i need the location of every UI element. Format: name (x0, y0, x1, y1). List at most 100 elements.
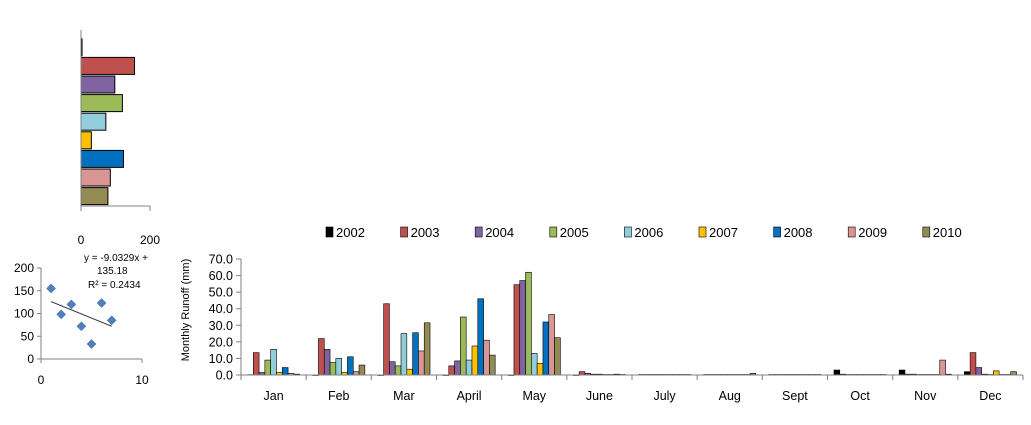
scatter-point (56, 309, 67, 320)
bar-2007-Dec (993, 370, 1000, 376)
hbar-2008 (80, 149, 124, 168)
legend-swatch-2008 (773, 226, 781, 238)
bar-2008-Feb (347, 356, 354, 376)
hbar-2007 (80, 131, 92, 150)
hbar-2006 (80, 112, 107, 131)
bar-2003-Feb (318, 338, 325, 376)
bar-2002-Oct (833, 369, 841, 376)
bar-2006-April (465, 359, 473, 376)
x-tick-label-April: April (457, 389, 482, 403)
bar-2003-May (513, 284, 521, 376)
x-tick-label-Aug: Aug (719, 389, 741, 403)
x-tick-label-Jan: Jan (264, 389, 284, 403)
hbar-2004 (80, 75, 116, 94)
main-y-tick-label: 0.0 (216, 369, 233, 383)
legend-swatch-2002 (325, 226, 334, 238)
main-y-tick-label: 30.0 (209, 319, 233, 333)
legend-label-2008: 2008 (784, 225, 813, 240)
bar-2007-Mar (406, 368, 413, 376)
hbar-x-tick-label: 0 (78, 233, 85, 247)
bar-2006-Jan (270, 349, 277, 376)
trendline-equation-line1: y = -9.0329x + (84, 253, 148, 264)
scatter-y-tick-label: 200 (14, 261, 34, 275)
x-tick-label-Nov: Nov (914, 389, 937, 403)
bar-2010-Mar (423, 322, 431, 376)
bar-2007-April (471, 345, 479, 376)
legend-label-2007: 2007 (709, 225, 738, 240)
bar-2006-Mar (400, 333, 408, 376)
bar-2002-Nov (898, 369, 906, 376)
legend-swatch-2004 (474, 226, 483, 238)
bar-2009-May (548, 314, 555, 376)
bar-2006-Feb (335, 358, 342, 376)
bar-2009-Mar (418, 350, 425, 376)
bar-2008-April (477, 298, 484, 376)
legend-label-2005: 2005 (560, 225, 589, 240)
legend-label-2006: 2006 (634, 225, 663, 240)
bar-2004-Feb (323, 349, 331, 376)
legend-label-2009: 2009 (858, 225, 887, 240)
x-tick-label-Dec: Dec (979, 389, 1001, 403)
bar-2009-April (483, 339, 490, 376)
bar-2008-May (542, 321, 550, 376)
bar-2006-May (531, 353, 538, 376)
legend-label-2010: 2010 (933, 225, 962, 240)
x-tick-label-Oct: Oct (850, 389, 870, 403)
bar-2004-April (454, 360, 461, 376)
bar-2005-May (525, 271, 532, 376)
x-tick-label-July: July (653, 389, 676, 403)
hbar-x-tick-label: 200 (140, 233, 160, 247)
scatter-trendline (50, 301, 112, 327)
scatter-point (106, 315, 117, 326)
scatter-point (66, 299, 77, 310)
hbar-2005 (80, 94, 123, 113)
bar-2010-Feb (358, 364, 366, 376)
bar-2008-Mar (412, 332, 419, 376)
bar-2008-Jan (281, 367, 289, 376)
main-y-tick-label: 10.0 (209, 352, 233, 366)
scatter-y-tick-label: 50 (21, 329, 35, 343)
main-y-tick-label: 40.0 (209, 302, 233, 316)
main-y-tick-label: 60.0 (209, 269, 233, 283)
bar-2005-Jan (264, 359, 271, 376)
hbar-2009 (80, 168, 111, 187)
bar-2003-Dec (969, 352, 977, 376)
main-y-tick-label: 50.0 (209, 286, 233, 300)
main-y-tick-label: 20.0 (209, 335, 233, 349)
bar-2003-April (448, 365, 455, 376)
scatter-x-tick-label: 0 (38, 373, 45, 387)
trendline-equation-line2: 135.18 (97, 266, 128, 277)
main-y-tick-label: 70.0 (209, 253, 233, 267)
hbar-2003 (80, 56, 135, 75)
legend-swatch-2009 (847, 226, 856, 238)
bar-2004-May (519, 280, 526, 376)
x-tick-label-June: June (586, 389, 613, 403)
bar-2004-Dec (975, 367, 983, 376)
scatter-y-tick-label: 100 (14, 307, 34, 321)
bar-2010-April (489, 354, 496, 376)
scatter-point (46, 283, 56, 294)
scatter-point (96, 298, 107, 308)
hbar-2010 (80, 187, 109, 206)
y-axis-label: Monthly Runoff (mm) (180, 259, 192, 362)
legend-swatch-2003 (400, 226, 408, 238)
legend-swatch-2005 (549, 226, 558, 238)
bar-2005-Mar (394, 365, 402, 376)
bar-2007-May (536, 363, 544, 376)
monthly-runoff-chart: Monthly Runoff (mm) 0.0 10.0 20.0 30.0 40.0 5… (180, 225, 1024, 403)
scatter-x-tick-label: 10 (135, 373, 149, 387)
scatter-point (76, 321, 87, 332)
x-tick-label-May: May (522, 389, 546, 403)
scatter-y-tick-label: 0 (27, 352, 34, 366)
legend-label-2004: 2004 (485, 225, 514, 240)
scatter-y-tick-label: 150 (14, 284, 34, 298)
bar-2003-Mar (383, 303, 390, 376)
legend-swatch-2007 (698, 226, 707, 238)
trendline-r-squared: R² = 0.2434 (88, 280, 141, 291)
x-tick-label-Mar: Mar (393, 389, 415, 403)
legend-label-2002: 2002 (336, 225, 365, 240)
bar-2005-April (460, 316, 467, 376)
legend-swatch-2006 (624, 226, 632, 238)
x-tick-label-Sept: Sept (782, 389, 808, 403)
